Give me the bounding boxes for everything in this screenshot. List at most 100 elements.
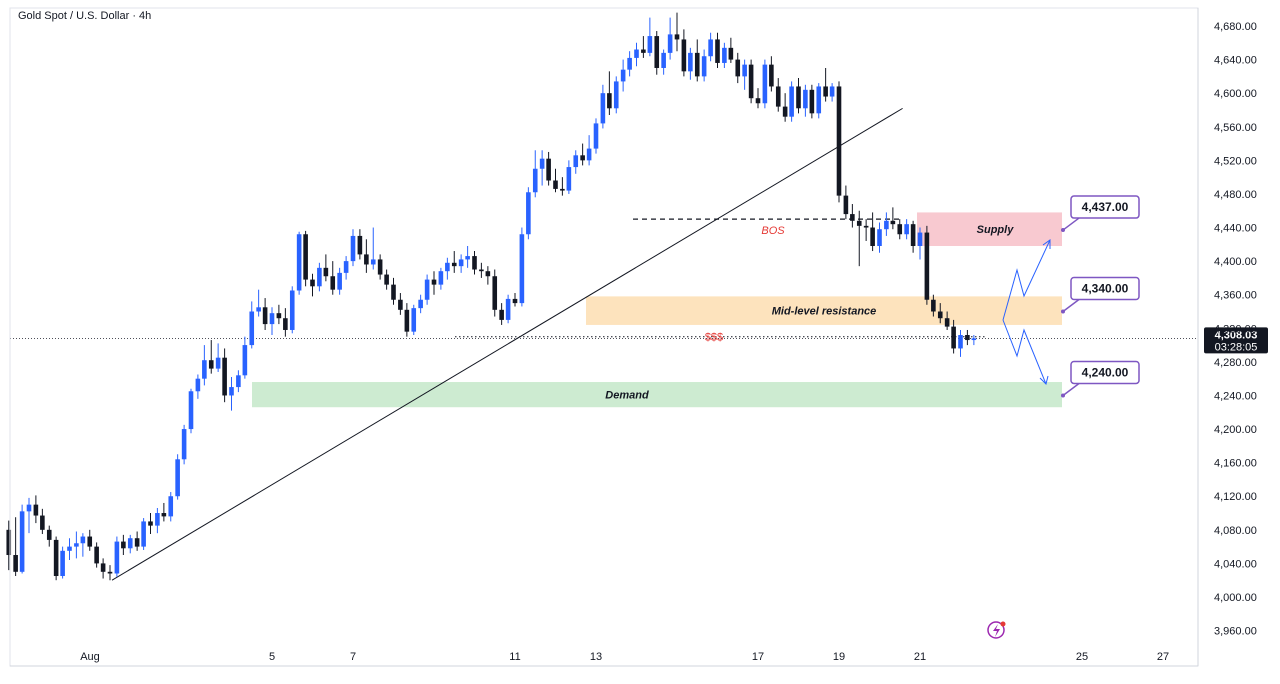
zone-label-demand: Demand	[605, 390, 649, 402]
candle-body	[424, 279, 430, 300]
candle-body	[823, 86, 828, 97]
candle-body	[465, 256, 470, 260]
candle	[580, 143, 585, 166]
candle	[94, 542, 99, 568]
candle	[13, 517, 18, 577]
candle-body	[472, 256, 477, 270]
candle	[735, 52, 741, 84]
candle	[168, 492, 174, 522]
candle-body	[13, 555, 18, 572]
y-tick-label: 4,480.00	[1214, 189, 1257, 201]
candle	[573, 150, 579, 174]
candle	[229, 376, 234, 411]
candle	[499, 303, 504, 325]
candle-body	[431, 279, 437, 285]
candle-body	[647, 36, 653, 53]
candle-body	[836, 86, 842, 196]
candle	[46, 525, 52, 547]
candle	[343, 256, 349, 280]
axes-layer: 3,960.00 4,000.00 4,040.00 4,080.00 4,120.00…	[9, 7, 1257, 667]
projection-up-path	[1002, 239, 1051, 321]
candle-body	[937, 311, 943, 319]
candle-body	[404, 309, 410, 332]
y-tick-label: 4,520.00	[1214, 155, 1257, 167]
candle-body	[121, 541, 126, 549]
candle-body	[762, 64, 768, 104]
candle-body	[330, 276, 336, 290]
candle-body	[188, 391, 194, 430]
candle	[620, 59, 626, 92]
candle-body	[796, 86, 801, 109]
candle	[350, 229, 356, 267]
candle	[317, 262, 322, 292]
candle-body	[634, 49, 639, 58]
candle	[364, 239, 369, 273]
candle-body	[539, 158, 545, 169]
candle	[647, 17, 653, 57]
candle	[323, 254, 329, 282]
x-tick-label: 13	[590, 651, 602, 663]
candle	[762, 59, 768, 109]
zone-mid	[586, 296, 1062, 325]
candle-body	[33, 504, 39, 516]
candle-body	[566, 167, 572, 191]
callout-label: 4,340.00	[1082, 282, 1129, 296]
candle-body	[897, 224, 903, 235]
candle-body	[600, 93, 606, 124]
candle	[236, 370, 241, 393]
candle	[181, 424, 187, 465]
candle-body	[917, 232, 923, 247]
projection-up-arrowhead	[1042, 239, 1051, 249]
candle-body	[310, 279, 315, 287]
candle-body	[755, 98, 761, 104]
candle	[404, 303, 410, 337]
candle-body	[735, 59, 741, 77]
candle-body	[884, 220, 889, 230]
candle	[357, 229, 363, 260]
candle	[951, 319, 956, 354]
candle-body	[850, 214, 855, 221]
candle-body	[958, 335, 963, 349]
candle	[944, 311, 950, 330]
candle	[526, 187, 531, 240]
candle	[242, 336, 248, 379]
y-tick-label: 4,000.00	[1214, 592, 1257, 604]
candle-body	[505, 298, 511, 320]
candle	[641, 36, 646, 58]
candle	[215, 343, 221, 372]
x-tick-label: 7	[350, 651, 356, 663]
candle	[600, 84, 606, 129]
candle	[161, 502, 167, 522]
callout-box	[1070, 360, 1140, 385]
y-tick-label: 4,280.00	[1214, 357, 1257, 369]
candle	[728, 37, 734, 63]
candle-body	[479, 269, 484, 272]
candle-body	[303, 234, 308, 280]
candle	[965, 329, 970, 346]
zone-label-supply: Supply	[977, 224, 1015, 236]
candle-body	[256, 307, 261, 312]
candle-body	[6, 529, 12, 556]
candle	[532, 150, 538, 198]
callout-connector	[1062, 298, 1080, 313]
candle-body	[944, 318, 950, 327]
candle	[661, 49, 666, 75]
candle-body	[667, 34, 673, 53]
candle	[398, 293, 403, 315]
candle	[208, 340, 214, 374]
candle	[701, 49, 707, 82]
candle	[438, 267, 444, 290]
candle	[863, 219, 869, 241]
candle-body	[317, 267, 322, 287]
candle-body	[114, 541, 120, 574]
x-tick-label: 19	[833, 651, 845, 663]
y-tick-label: 4,680.00	[1214, 21, 1257, 33]
x-tick-label: 27	[1157, 651, 1169, 663]
y-tick-label: 4,120.00	[1214, 491, 1257, 503]
x-tick-label: 11	[509, 651, 520, 663]
candle	[742, 59, 747, 90]
candle-body	[343, 261, 349, 273]
candle	[586, 135, 592, 166]
candle-body	[580, 155, 585, 161]
